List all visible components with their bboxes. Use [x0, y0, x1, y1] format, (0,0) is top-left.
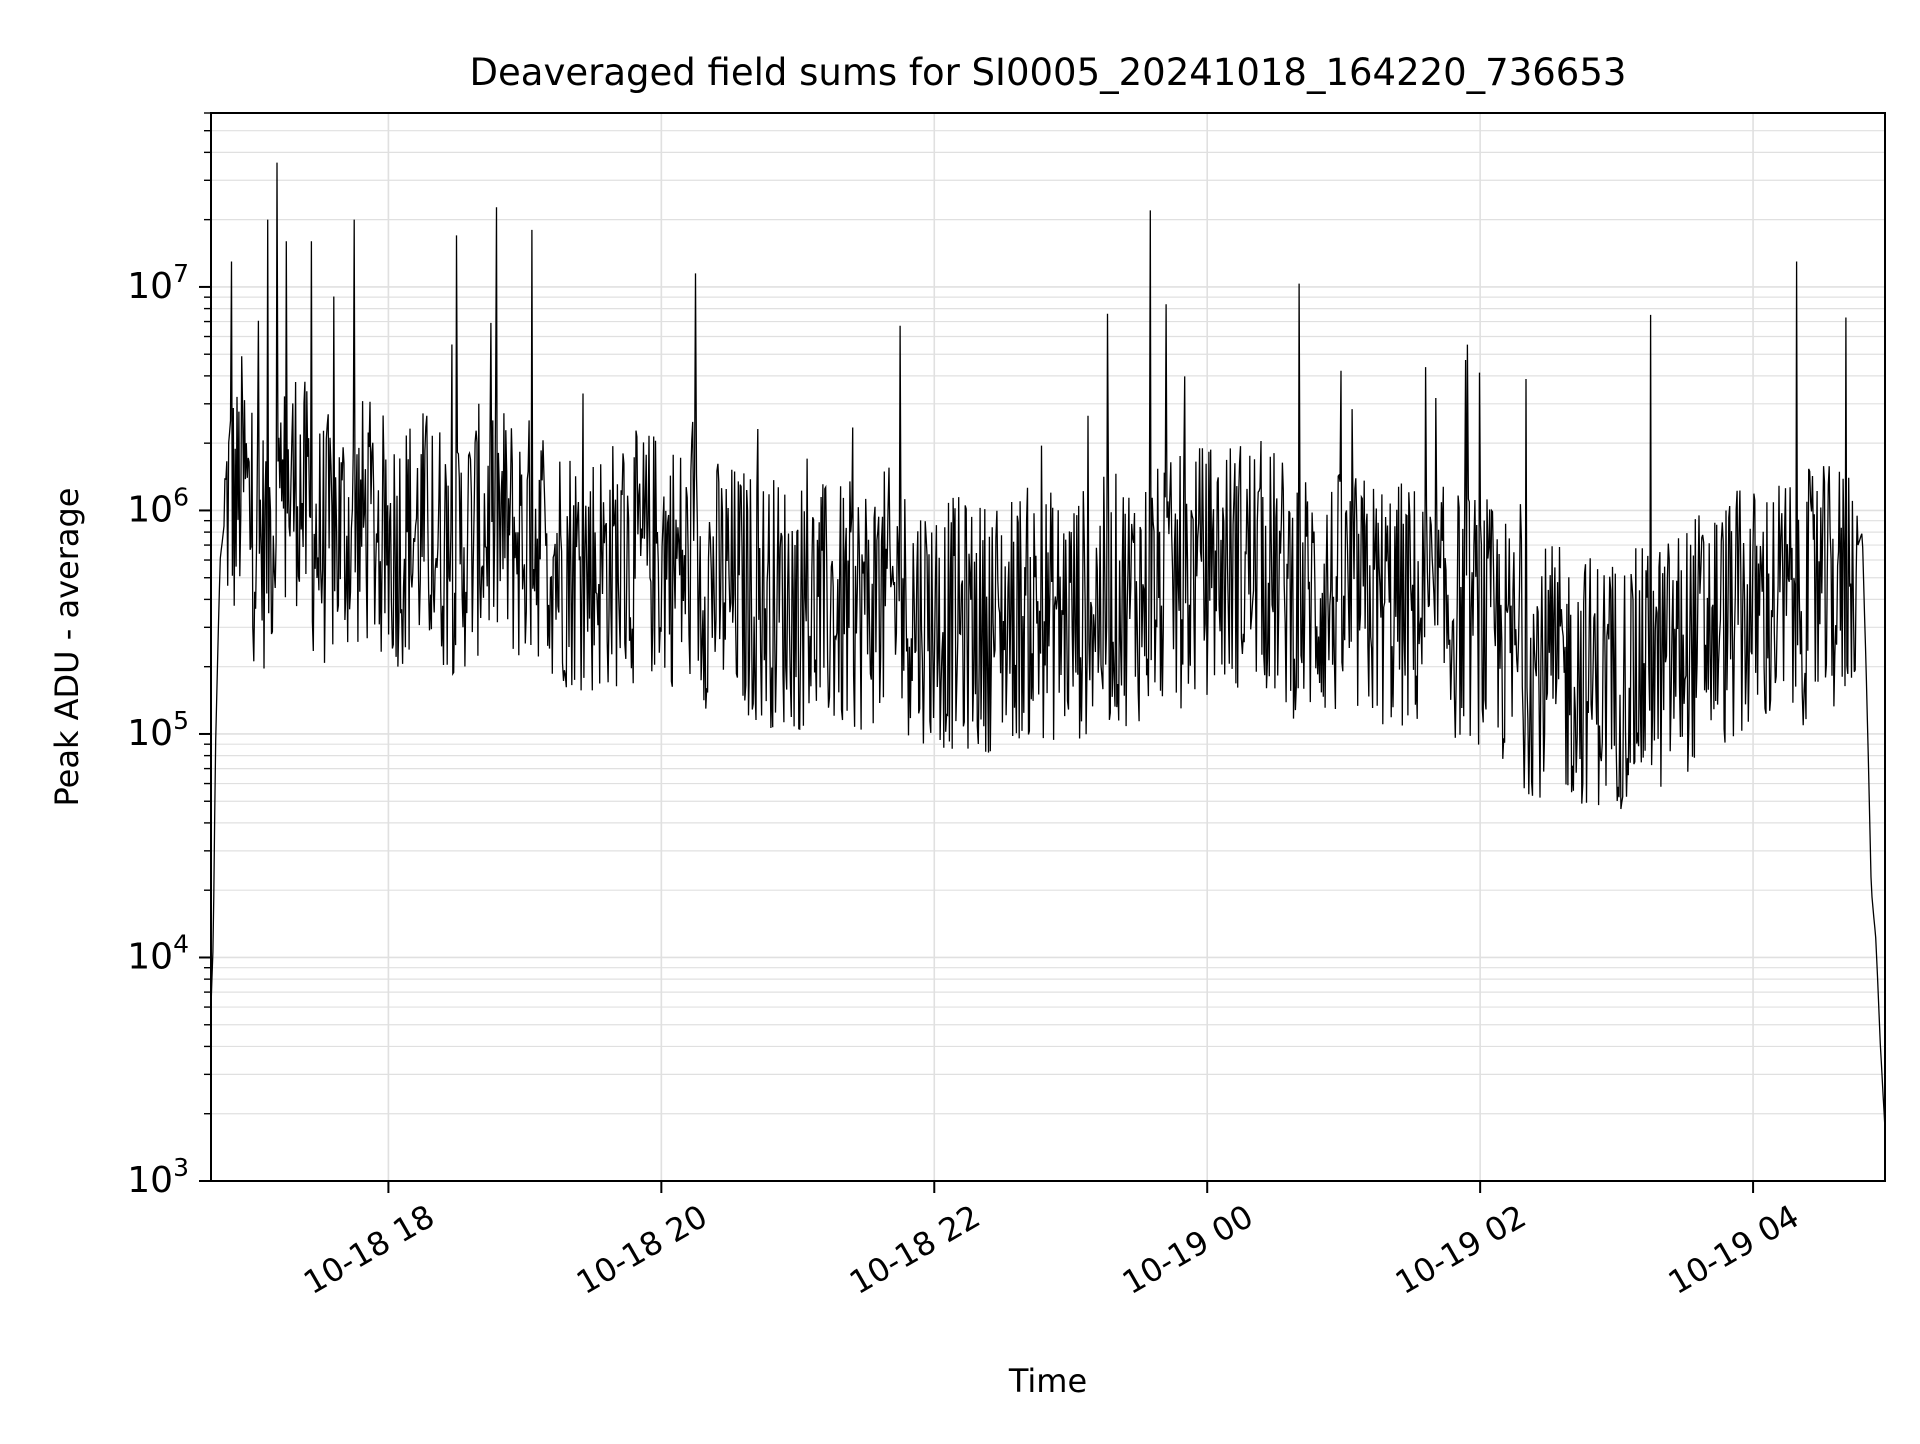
plot-frame	[210, 112, 1886, 1182]
y-tick-label: 107	[127, 259, 189, 307]
x-axis-label: Time	[1008, 1362, 1087, 1400]
y-axis-label: Peak ADU - average	[48, 488, 86, 807]
data-layer	[210, 162, 1886, 1130]
y-tick-label: 105	[127, 706, 189, 754]
series-line	[210, 162, 1886, 1130]
y-tick-label: 104	[127, 929, 189, 977]
y-axis: 103 104 105 106 107	[127, 112, 211, 1201]
y-tick-label: 106	[127, 482, 189, 530]
chart-title: Deaveraged field sums for SI0005_2024101…	[470, 51, 1627, 94]
y-tick-label: 103	[127, 1153, 189, 1201]
